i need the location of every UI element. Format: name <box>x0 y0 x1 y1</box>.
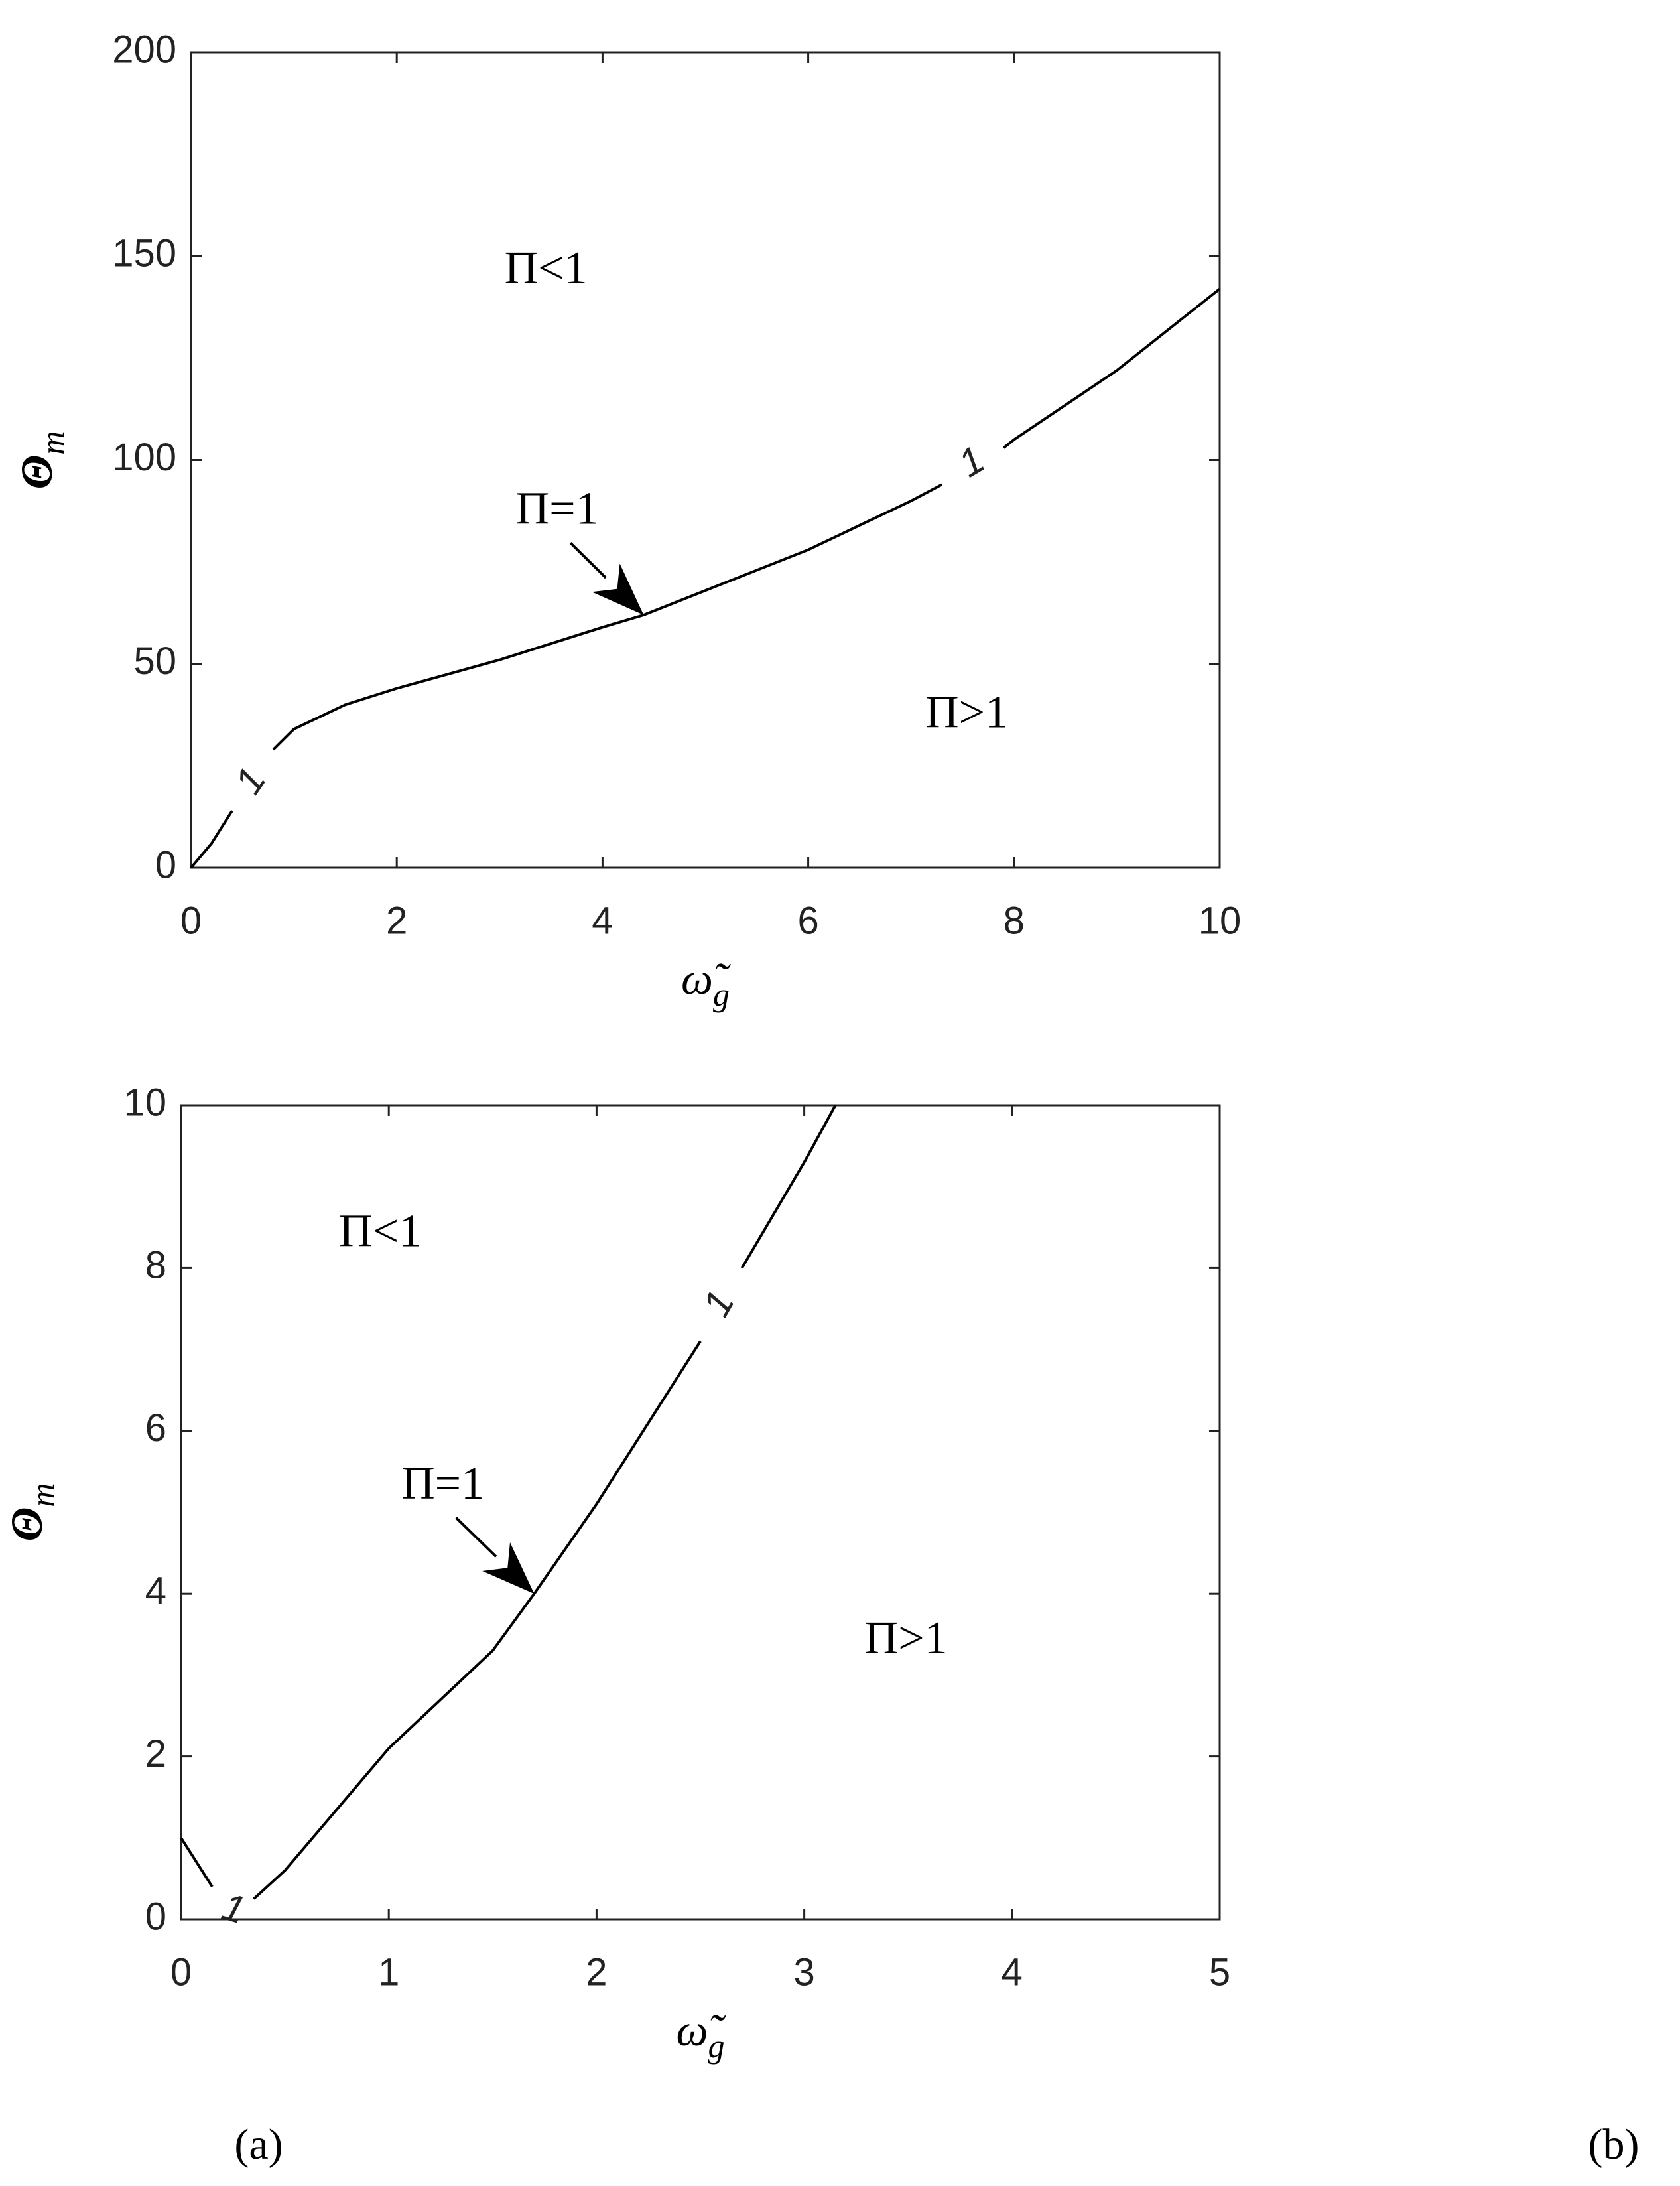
y-tick-label: 200 <box>112 28 176 71</box>
x-tick-label: 8 <box>1003 899 1025 942</box>
y-label-sub: m <box>24 1483 61 1507</box>
x-tick-label: 6 <box>797 899 818 942</box>
x-tick-label: 10 <box>1198 899 1242 942</box>
x-tick-label: 5 <box>1209 1950 1230 1994</box>
contour-label: 1 <box>951 438 992 486</box>
annotation: Π<1 <box>339 1205 422 1257</box>
x-label-sub: g <box>713 976 730 1013</box>
x-tick-label: 4 <box>1002 1950 1023 1994</box>
x-axis-label: ω̃g <box>681 953 731 1013</box>
y-tick-label: 10 <box>123 1081 166 1124</box>
y-label-base: Θ <box>1 1507 52 1542</box>
y-tick-label: 4 <box>145 1570 166 1613</box>
y-label-base: Θ <box>11 455 62 490</box>
plot-frame <box>190 51 1221 869</box>
contour-label: 1 <box>218 1885 250 1932</box>
annotation: Π=1 <box>516 483 599 534</box>
y-axis-label: Θm <box>11 431 71 489</box>
x-tick-label: 0 <box>170 1950 192 1994</box>
curve <box>190 287 1221 869</box>
x-label-sub: g <box>708 2027 725 2065</box>
contour-label: 1 <box>694 1283 742 1323</box>
arrow-shaft <box>569 541 607 579</box>
y-tick-label: 2 <box>145 1732 166 1775</box>
x-tick-label: 0 <box>180 899 202 942</box>
plot-frame <box>180 1104 1221 1921</box>
y-tick-label: 0 <box>145 1895 166 1938</box>
y-tick-label: 150 <box>112 232 176 275</box>
y-tick-label: 100 <box>112 436 176 479</box>
y-tick-label: 50 <box>133 640 176 683</box>
x-tick-label: 2 <box>586 1950 607 1994</box>
annotation: Π>1 <box>865 1613 948 1664</box>
y-tick-label: 6 <box>145 1406 166 1450</box>
y-tick-label: 8 <box>145 1244 166 1287</box>
x-tick-label: 2 <box>386 899 407 942</box>
annotation: Π=1 <box>401 1458 484 1509</box>
x-tick-label: 1 <box>378 1950 399 1994</box>
arrow-shaft <box>455 1517 497 1558</box>
x-tick-label: 3 <box>793 1950 814 1994</box>
curve <box>180 1105 837 1900</box>
arrow-head <box>592 563 644 616</box>
y-label-sub: m <box>34 431 71 454</box>
annotation: Π>1 <box>925 687 1008 738</box>
panel-label: (a) <box>234 2120 283 2169</box>
y-tick-label: 0 <box>155 843 176 886</box>
arrow-head <box>482 1542 535 1594</box>
contour-label: 1 <box>227 760 275 801</box>
y-axis-label: Θm <box>1 1483 61 1541</box>
x-tick-label: 4 <box>592 899 613 942</box>
annotation: Π<1 <box>505 243 588 294</box>
x-axis-label: ω̃g <box>676 2005 726 2065</box>
panel-label: (b) <box>1588 2120 1640 2169</box>
